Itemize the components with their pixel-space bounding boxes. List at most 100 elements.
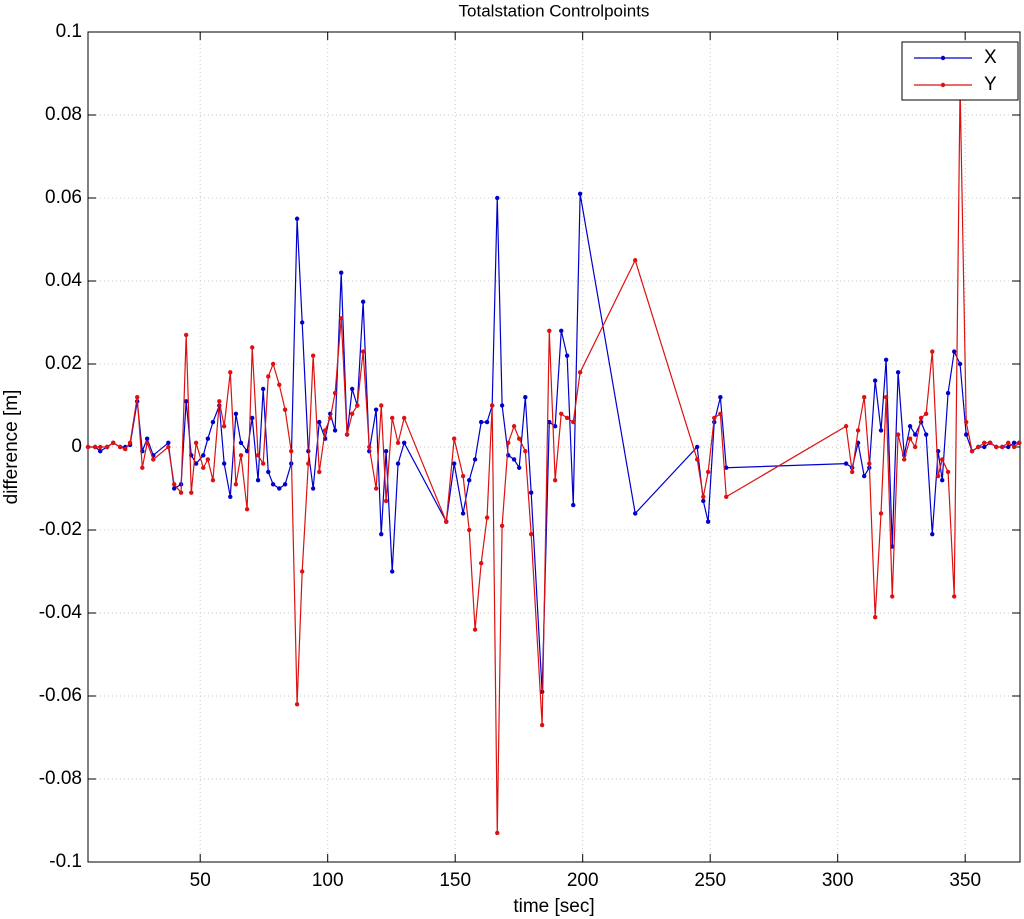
data-point (718, 395, 723, 400)
data-point (489, 403, 495, 408)
data-point (539, 722, 545, 728)
x-tick-label: 300 (822, 870, 854, 891)
data-point (516, 465, 522, 470)
data-point (511, 457, 517, 462)
data-point (344, 432, 350, 437)
data-point (577, 191, 583, 197)
data-point (460, 473, 466, 479)
x-tick-label: 200 (567, 870, 599, 891)
data-point (982, 440, 987, 446)
data-point (92, 444, 98, 450)
data-point (360, 299, 366, 304)
data-point (523, 395, 528, 400)
y-tick-label: 0.1 (56, 21, 82, 42)
data-point (171, 486, 177, 491)
data-point (266, 469, 271, 475)
data-point (945, 390, 951, 396)
chart-title: Totalstation Controlpoints (459, 1, 650, 20)
data-point (444, 519, 449, 524)
data-point (250, 415, 255, 421)
data-point (712, 415, 717, 421)
data-point (1006, 440, 1011, 446)
data-point (577, 370, 583, 375)
data-point (178, 490, 184, 495)
x-tick-label: 150 (439, 870, 471, 891)
data-point (322, 428, 328, 433)
data-point (878, 511, 884, 516)
data-point (238, 440, 244, 446)
data-point (843, 424, 849, 429)
data-point (373, 407, 379, 412)
data-point (233, 482, 239, 487)
data-point (349, 411, 355, 416)
data-point (123, 446, 128, 452)
y-tick-label: -0.06 (39, 685, 82, 706)
data-point (701, 494, 706, 499)
data-point (705, 469, 711, 475)
data-point (260, 461, 266, 466)
data-point (221, 461, 227, 466)
data-point (244, 507, 250, 512)
data-point (117, 444, 123, 450)
data-point (1011, 440, 1017, 446)
data-point (969, 448, 975, 454)
data-point (912, 444, 918, 450)
data-point (528, 531, 534, 537)
data-point (367, 444, 372, 450)
data-point (963, 432, 969, 437)
data-point (210, 419, 216, 425)
data-point (963, 419, 969, 425)
data-point (571, 419, 576, 425)
data-point (472, 457, 478, 462)
legend-marker (940, 82, 946, 88)
data-point (260, 386, 266, 392)
data-point (982, 444, 987, 450)
data-point (987, 440, 993, 446)
data-point (98, 448, 103, 454)
data-point (883, 395, 889, 400)
data-point (895, 370, 901, 375)
data-point (270, 361, 276, 367)
data-point (299, 569, 305, 574)
data-point (902, 457, 907, 462)
data-point (952, 594, 957, 599)
data-point (499, 403, 505, 408)
data-point (495, 830, 500, 836)
data-point (918, 415, 924, 421)
data-point (451, 436, 457, 441)
data-point (233, 411, 239, 416)
data-point (383, 448, 389, 454)
data-point (221, 424, 227, 429)
data-point (564, 353, 570, 358)
data-point (872, 378, 878, 383)
data-point (183, 399, 189, 404)
data-point (193, 461, 199, 466)
data-point (193, 440, 199, 446)
data-point (467, 478, 472, 483)
data-point (907, 424, 913, 429)
data-point (355, 403, 360, 408)
data-point (552, 424, 558, 429)
data-point (895, 432, 901, 437)
data-point (317, 419, 322, 425)
data-point (867, 461, 872, 466)
data-point (495, 195, 500, 201)
data-point (878, 428, 884, 433)
data-point (478, 419, 484, 425)
data-point (559, 411, 564, 416)
data-point (724, 494, 729, 499)
data-point (552, 478, 558, 483)
data-point (571, 502, 576, 508)
data-point (171, 482, 177, 487)
data-point (201, 453, 206, 458)
y-tick-label: 0.04 (45, 270, 82, 291)
data-point (451, 461, 457, 466)
data-point (1017, 440, 1022, 446)
data-point (930, 349, 935, 354)
data-point (633, 511, 638, 516)
data-point (85, 444, 91, 450)
data-point (289, 448, 294, 454)
data-point (104, 444, 110, 450)
data-point (135, 395, 140, 400)
